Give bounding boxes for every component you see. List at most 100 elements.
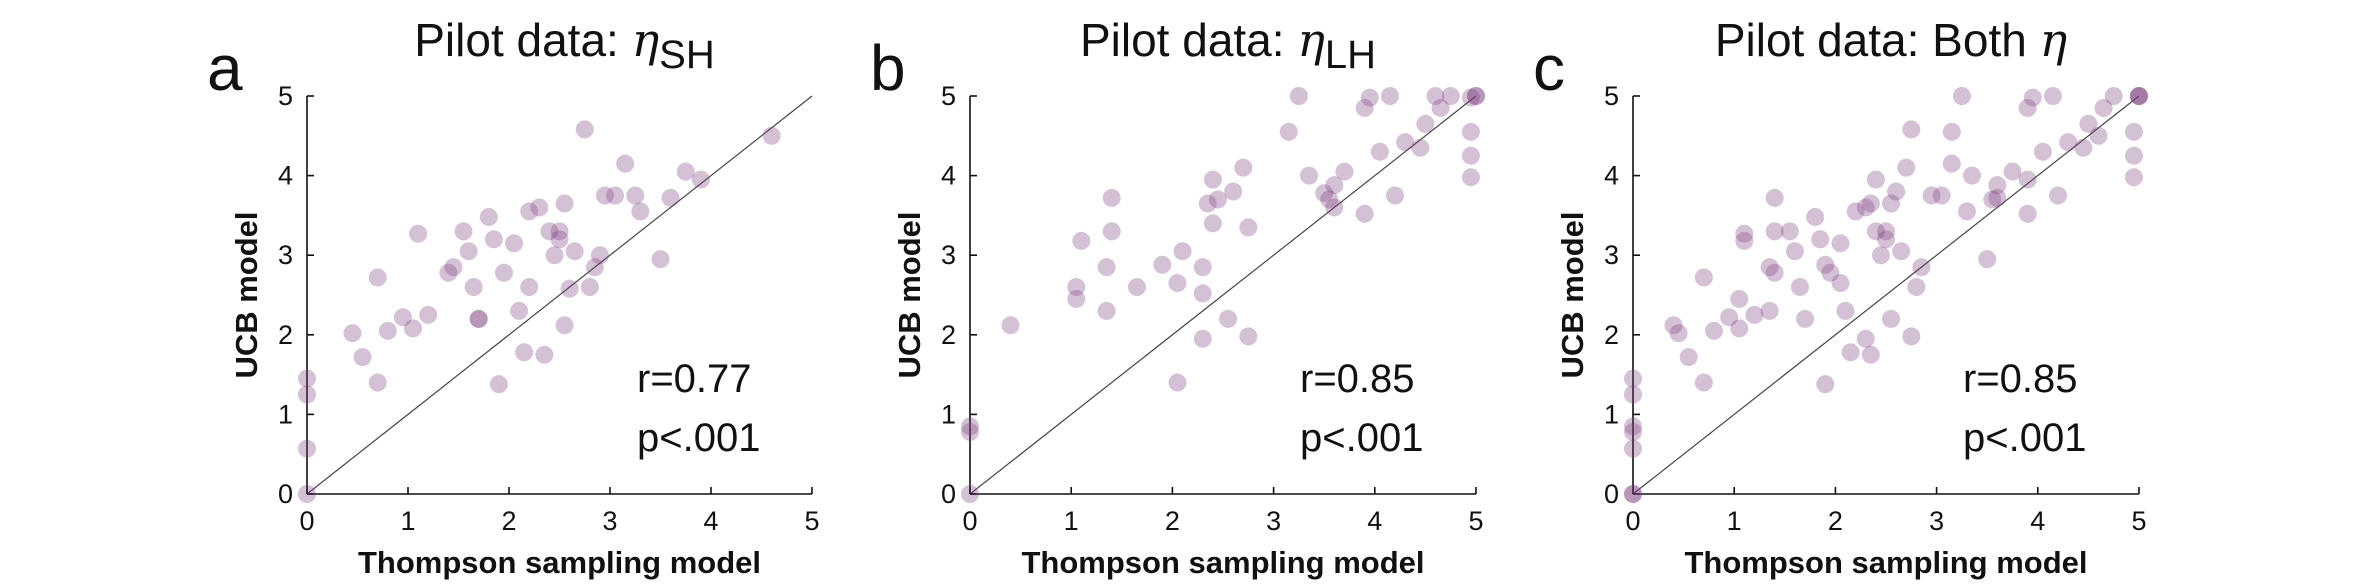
data-point <box>762 126 781 145</box>
data-point <box>520 278 539 297</box>
data-point <box>1168 274 1187 293</box>
data-point <box>1411 138 1430 157</box>
data-point <box>298 369 316 388</box>
data-point <box>515 343 534 362</box>
data-point <box>1882 194 1901 213</box>
y-tick-label: 2 <box>1604 320 1619 350</box>
data-point <box>2124 122 2143 141</box>
correlation-stat: r=0.77 <box>637 357 752 401</box>
data-point <box>1846 202 1865 221</box>
data-point <box>489 375 508 394</box>
data-point <box>2124 146 2143 165</box>
data-point <box>1765 222 1784 241</box>
data-point <box>1224 182 1243 201</box>
data-point <box>1102 188 1121 207</box>
panel-letter: b <box>870 32 906 104</box>
data-point <box>1467 87 1485 105</box>
data-point <box>1902 120 1921 139</box>
data-point <box>510 301 529 320</box>
data-point <box>1780 222 1799 241</box>
y-tick-label: 1 <box>1604 399 1619 429</box>
x-tick-label: 2 <box>501 506 516 536</box>
x-axis-label: Thompson sampling model <box>358 545 761 580</box>
data-point <box>1679 348 1698 367</box>
data-point <box>1300 166 1319 185</box>
data-point <box>298 385 316 404</box>
data-point <box>1877 230 1895 249</box>
data-point <box>1932 186 1951 205</box>
data-point <box>469 309 488 328</box>
data-point <box>409 224 428 243</box>
data-point <box>530 198 549 217</box>
x-tick-label: 1 <box>400 506 415 536</box>
data-point <box>1072 231 1091 250</box>
data-point <box>1289 87 1308 105</box>
title-subscript: SH <box>659 33 715 77</box>
title-text: Pilot data: <box>1080 14 1297 66</box>
data-point <box>651 250 670 269</box>
data-point <box>2049 186 2068 205</box>
data-point <box>1461 146 1480 165</box>
data-point <box>298 439 316 458</box>
data-point <box>439 263 458 282</box>
data-point <box>1866 222 1885 241</box>
identity-line <box>1632 95 2140 495</box>
data-point <box>1963 166 1982 185</box>
chart-title: Pilot data: Both η <box>1715 13 2068 67</box>
data-point <box>353 348 372 367</box>
data-point <box>1942 122 1961 141</box>
data-point <box>1957 202 1976 221</box>
data-point <box>1730 319 1749 338</box>
x-tick-label: 5 <box>1468 506 1483 536</box>
data-point <box>1983 190 2002 209</box>
data-point <box>2003 162 2022 181</box>
data-point <box>1441 87 1460 105</box>
p-value-stat: p<.001 <box>637 416 760 460</box>
data-point <box>1735 231 1754 250</box>
x-tick-label: 2 <box>1165 506 1180 536</box>
data-point <box>1952 87 1971 105</box>
data-point <box>1335 162 1354 181</box>
x-tick-label: 1 <box>1727 506 1742 536</box>
data-point <box>1796 309 1815 328</box>
data-point <box>626 186 645 205</box>
data-point <box>961 485 979 503</box>
y-tick-label: 0 <box>1604 479 1619 509</box>
data-point <box>1882 309 1901 328</box>
data-point <box>606 186 625 205</box>
title-text: Pilot data: <box>414 14 631 66</box>
y-tick-label: 5 <box>278 81 293 111</box>
data-point <box>1193 258 1212 277</box>
x-tick-label: 0 <box>299 506 314 536</box>
data-point <box>661 188 680 207</box>
data-point <box>2059 133 2078 152</box>
data-point <box>1760 258 1779 277</box>
title-eta-symbol: η <box>632 13 660 67</box>
data-point <box>545 246 564 265</box>
data-point <box>1001 316 1020 335</box>
data-point <box>1325 198 1344 217</box>
title-eta-symbol: η <box>2040 13 2068 67</box>
data-point <box>1856 198 1875 217</box>
data-point <box>1067 289 1086 308</box>
data-point <box>1841 343 1860 362</box>
data-point <box>1461 122 1480 141</box>
data-point <box>1907 278 1926 297</box>
data-point <box>1624 485 1642 503</box>
data-point <box>1624 485 1642 503</box>
data-point <box>1624 385 1642 404</box>
data-point <box>1624 369 1642 388</box>
data-point <box>1745 305 1764 324</box>
data-point <box>1897 158 1916 177</box>
y-tick-label: 3 <box>1604 240 1619 270</box>
y-tick-label: 4 <box>1604 161 1619 191</box>
data-point <box>1219 309 1238 328</box>
data-point <box>1102 222 1121 241</box>
x-tick-label: 5 <box>2131 506 2146 536</box>
data-point <box>1816 255 1835 274</box>
identity-line <box>969 95 1477 495</box>
data-point <box>1887 182 1906 201</box>
data-point <box>590 246 609 265</box>
data-point <box>444 258 463 277</box>
panel-letter: a <box>207 32 243 104</box>
